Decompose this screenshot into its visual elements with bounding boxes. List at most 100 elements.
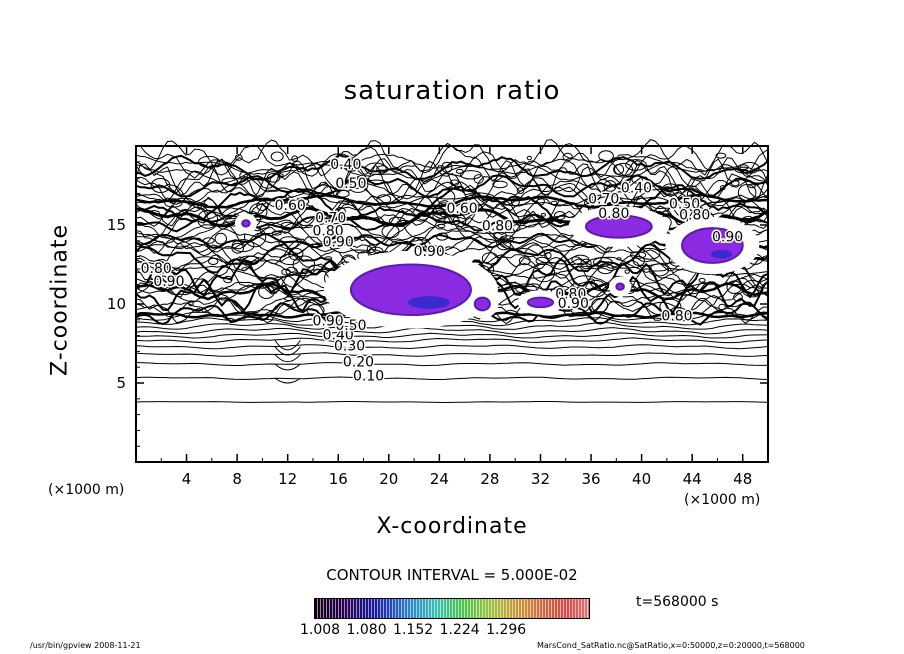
contour-loop (588, 278, 595, 285)
contour-loop (214, 232, 228, 245)
contour-loop (614, 162, 633, 177)
contour-loop (306, 304, 325, 317)
contour-line-low (135, 327, 769, 335)
contour-line-mid (135, 175, 769, 205)
supersaturated-region-7 (615, 282, 625, 291)
contour-label: 0.20 (343, 355, 374, 371)
contour-loop (285, 266, 298, 276)
contour-loop (598, 150, 614, 162)
x-tick-label: 12 (278, 470, 297, 488)
contour-loop (284, 296, 294, 302)
contour-label: 0.90 (712, 230, 743, 246)
contour-loop (345, 164, 358, 172)
contour-label: 0.40 (330, 157, 361, 173)
contour-label: 0.90 (414, 244, 445, 260)
contour-loop (718, 303, 726, 311)
contour-loop (155, 280, 169, 290)
contour-loop (249, 203, 268, 221)
contour-loop (690, 194, 702, 202)
contour-loop (715, 152, 727, 159)
contour-loop (223, 275, 233, 284)
contour-loop (550, 200, 558, 206)
contour-line-bump (274, 377, 301, 384)
contour-loop (198, 155, 220, 168)
contour-loop (432, 205, 452, 219)
footer-program: /usr/bin/gpview 2008-11-21 (30, 641, 141, 650)
contour-loop (324, 256, 333, 261)
contour-labels: 0.100.200.300.400.500.400.500.600.700.80… (139, 156, 745, 387)
contour-loop (280, 221, 296, 229)
contour-label: 0.80 (555, 287, 586, 303)
contour-label: 0.80 (141, 261, 172, 277)
contour-label: 0.30 (334, 339, 365, 355)
contour-label: 0.80 (313, 223, 344, 239)
x-unit-label-left: (×1000 m) (48, 482, 125, 498)
x-tick-label: 28 (480, 470, 499, 488)
contour-loop (278, 236, 299, 250)
contour-loop (239, 171, 248, 180)
contour-loop (540, 212, 547, 217)
contour-loop (741, 280, 764, 298)
supersaturated-region-1 (349, 263, 472, 317)
contour-loop (438, 200, 451, 211)
contour-loop (294, 197, 310, 206)
contour-loop (364, 162, 387, 175)
contour-label: 0.80 (482, 219, 513, 235)
contour-loop (630, 251, 647, 259)
contour-loop (592, 257, 613, 267)
contour-loop (496, 237, 512, 251)
chart-title: saturation ratio (343, 76, 561, 106)
x-unit-label-right: (×1000 m) (684, 492, 761, 508)
contour-loop (266, 173, 281, 183)
contour-loop (238, 255, 260, 266)
x-tick-label: 20 (379, 470, 398, 488)
supersaturated-region-4 (241, 219, 251, 228)
contour-loop (208, 257, 219, 265)
contour-loop (450, 179, 460, 186)
contour-loop (441, 161, 453, 173)
contour-loop (737, 184, 757, 201)
contour-label: 0.90 (153, 274, 184, 290)
contour-loop (500, 218, 510, 223)
supersaturated-region-5 (473, 296, 491, 312)
contour-loop (420, 210, 431, 218)
contour-loop (536, 197, 545, 206)
contour-loop (271, 230, 282, 236)
contour-loop (659, 298, 682, 315)
contour-label: 0.80 (679, 208, 710, 224)
contour-line-low (135, 332, 769, 339)
contour-loop (584, 198, 594, 208)
contour-label: 0.40 (621, 181, 652, 197)
contour-label: 0.70 (588, 192, 619, 208)
x-tick-label: 16 (329, 470, 348, 488)
contour-label: 0.60 (275, 198, 306, 214)
contour-loop (277, 173, 284, 179)
supersaturated-region-6 (526, 296, 555, 309)
contour-loop (174, 212, 181, 218)
x-tick-label: 8 (232, 470, 242, 488)
contour-loop (234, 154, 243, 161)
contour-line-bump (274, 363, 301, 371)
contour-loop (730, 179, 740, 187)
contour-loop (432, 210, 447, 223)
contour-line-low (135, 401, 769, 404)
contour-line-low (135, 337, 769, 344)
contour-loop (492, 180, 508, 189)
contour-loop (748, 183, 756, 189)
contour-loop (436, 232, 449, 241)
supersaturated-region-2 (584, 214, 653, 239)
supersaturated-core (407, 296, 450, 309)
contour-line-bump (274, 346, 301, 356)
contour-loop (754, 182, 760, 186)
x-tick-label: 44 (683, 470, 702, 488)
contour-loop (719, 185, 726, 191)
contour-line-low (135, 352, 769, 357)
contour-loop (452, 214, 467, 228)
contour-label: 0.90 (558, 296, 589, 312)
y-axis-title: Z-coordinate (47, 224, 73, 376)
y-tick-label: 5 (116, 374, 126, 392)
contour-loop (366, 244, 377, 253)
contour-loop (733, 293, 743, 302)
contour-loop (376, 194, 392, 205)
